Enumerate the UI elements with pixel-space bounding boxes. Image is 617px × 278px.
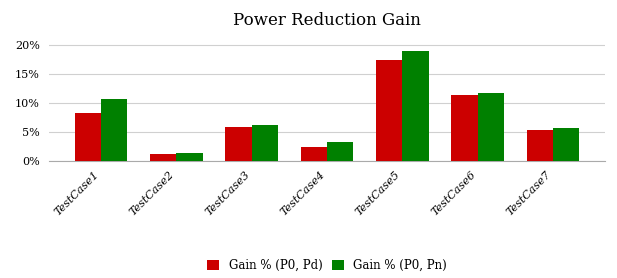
Bar [225,127,252,161]
Bar [553,128,579,161]
Bar [300,147,327,161]
Title: Power Reduction Gain: Power Reduction Gain [233,12,421,29]
Legend: Gain % (P0, Pd), Gain % (P0, Pn): Gain % (P0, Pd), Gain % (P0, Pn) [202,254,452,277]
Bar [402,51,429,161]
Bar [176,153,203,161]
Bar [252,125,278,161]
Bar [75,113,101,161]
Bar [451,95,478,161]
Bar [478,93,504,161]
Bar [376,59,402,161]
Bar [101,99,127,161]
Bar [527,130,553,161]
Bar [327,142,354,161]
Bar [150,154,176,161]
